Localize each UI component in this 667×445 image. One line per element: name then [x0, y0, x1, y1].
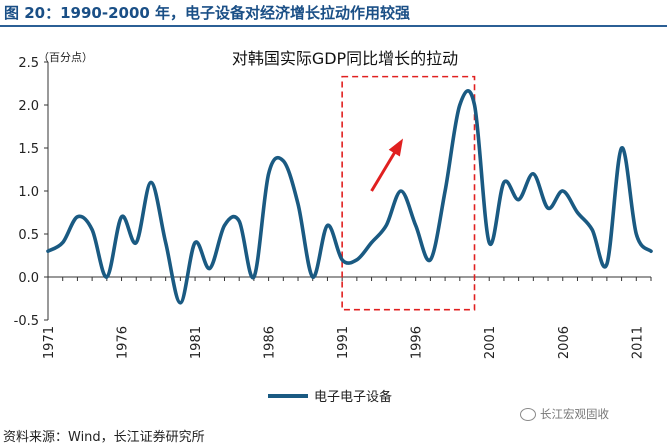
y-tick-label: 1.5 [18, 142, 39, 157]
y-tick-label: 2.5 [18, 56, 39, 71]
line-chart: -0.5 0.0 0.5 1.0 1.5 2.0 2.5 1971 1976 1981 1986 19… [14, 49, 653, 405]
x-tick-label: 1981 [189, 326, 204, 359]
highlight-box [341, 75, 476, 311]
y-tick-label: 0.5 [18, 228, 39, 243]
wechat-icon [520, 407, 536, 421]
legend-label: 电子电子设备 [314, 389, 392, 405]
x-tick-label: 1971 [42, 326, 57, 359]
legend: 电子电子设备 [268, 389, 392, 405]
x-tick-label: 1996 [410, 326, 425, 359]
x-tick-label: 1976 [116, 326, 131, 359]
axes [44, 61, 652, 321]
x-tick-label: 2006 [557, 326, 572, 359]
watermark: 长江宏观固收 [520, 406, 609, 422]
trend-arrow-head [388, 138, 404, 157]
title-rule [0, 25, 667, 27]
figure-title: 图 20：1990-2000 年，电子设备对经济增长拉动作用较强 [4, 4, 411, 22]
x-tick-label: 2011 [630, 326, 645, 359]
x-tick-label: 1991 [336, 326, 351, 359]
x-tick-label: 2001 [483, 326, 498, 359]
y-tick-label: 1.0 [18, 185, 39, 200]
annotations [341, 75, 476, 311]
series-layer [46, 89, 653, 305]
chart-title: 对韩国实际GDP同比增长的拉动 [232, 49, 458, 68]
source-note: 资料来源：Wind，长江证券研究所 [3, 430, 205, 445]
y-tick-label: -0.5 [14, 314, 39, 329]
x-tick-label: 1986 [263, 326, 278, 359]
y-unit-label: （百分点） [38, 51, 93, 64]
chart-text: -0.5 0.0 0.5 1.0 1.5 2.0 2.5 1971 1976 1981 1986 19… [14, 49, 646, 359]
y-tick-label: 2.0 [18, 99, 39, 114]
y-tick-label: 0.0 [18, 271, 39, 286]
watermark-text: 长江宏观固收 [540, 407, 609, 421]
series-line-0 [46, 89, 653, 305]
